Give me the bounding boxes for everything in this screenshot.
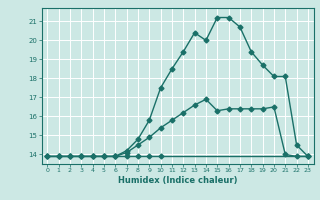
X-axis label: Humidex (Indice chaleur): Humidex (Indice chaleur) <box>118 176 237 185</box>
